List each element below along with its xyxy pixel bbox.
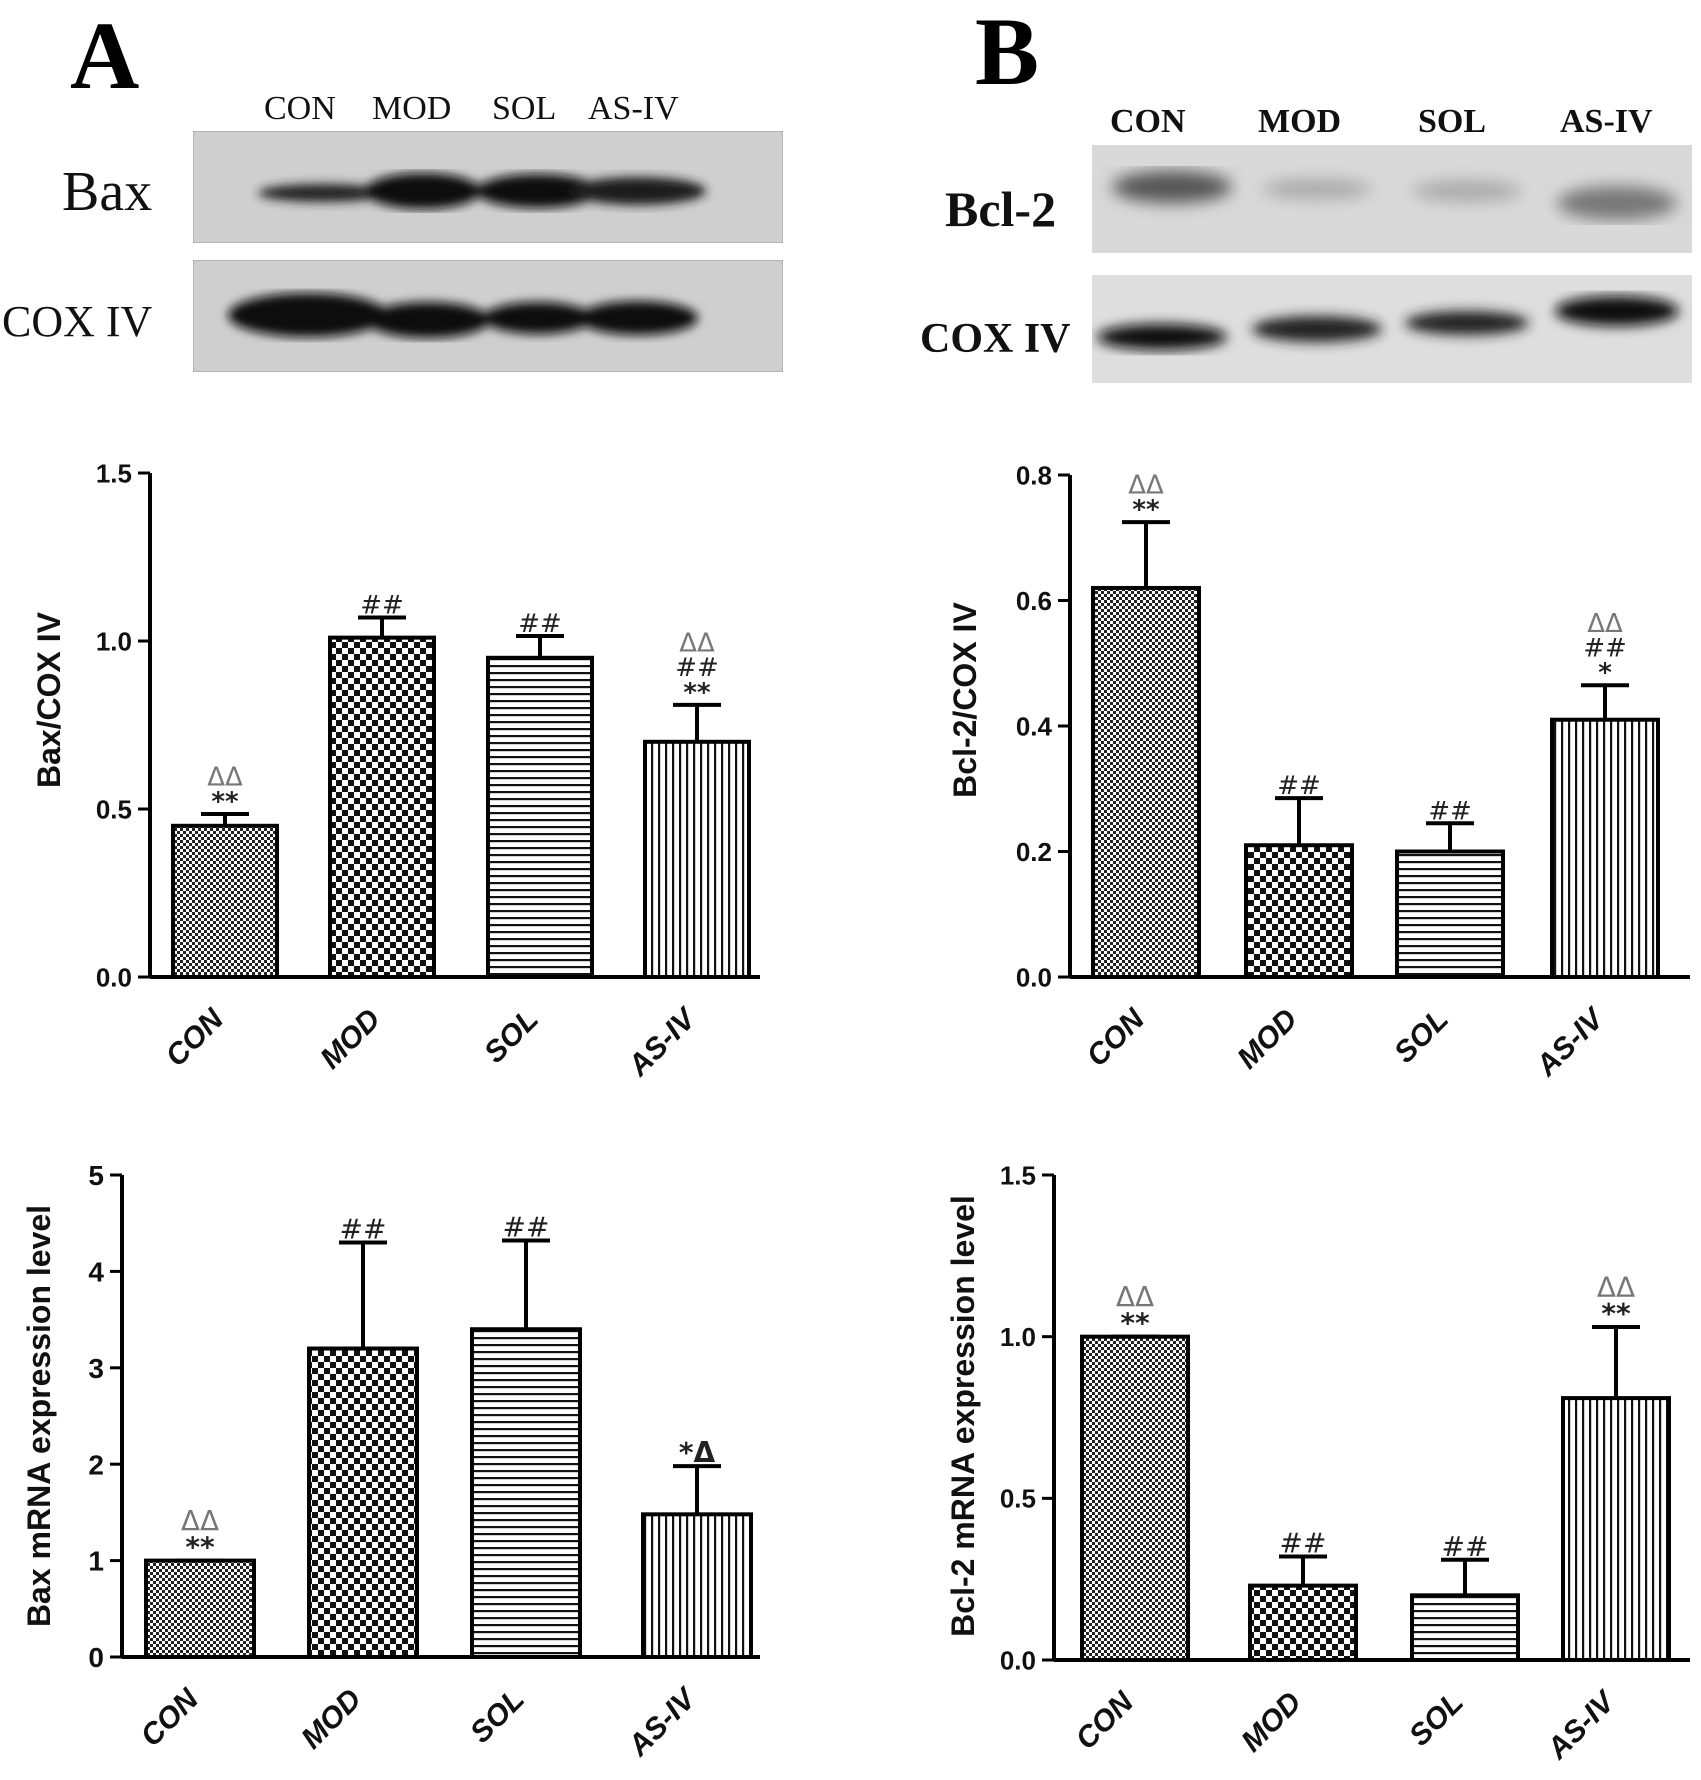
bar — [1244, 843, 1354, 979]
y-axis-title: Bax/COX IV — [31, 611, 67, 788]
significance-label: ΔΔ — [207, 762, 243, 792]
bar — [1410, 1593, 1520, 1663]
blot-a-lane-label: AS-IV — [588, 90, 679, 127]
significance-label: ΔΔ — [1587, 609, 1623, 639]
y-tick-label: 2 — [88, 1449, 104, 1480]
significance-label: ΔΔ — [1128, 470, 1164, 500]
significance-label: ## — [360, 590, 404, 620]
y-tick-label: 4 — [88, 1256, 104, 1287]
blot-b-band-strip-bcl2 — [1092, 145, 1692, 253]
bar — [470, 1327, 582, 1659]
significance-label: ## — [518, 609, 562, 639]
x-tick-label: CON — [1069, 1685, 1140, 1756]
bar — [144, 1558, 256, 1659]
bar — [307, 1346, 419, 1660]
blot-b-lane-label: MOD — [1258, 103, 1342, 140]
blot-a-band-strip-cox — [193, 260, 783, 372]
blot-b-row-label: COX IV — [920, 316, 1071, 362]
bar — [641, 1512, 753, 1659]
bar — [1091, 585, 1201, 979]
significance-label: ## — [1583, 634, 1627, 664]
significance-label: *Δ — [679, 1436, 716, 1469]
x-tick-label: SOL — [1403, 1686, 1470, 1753]
y-tick-label: 1 — [88, 1546, 104, 1577]
blot-b-row-label: Bcl-2 — [945, 181, 1057, 237]
bar — [486, 655, 594, 979]
blot-a-row-label: COX IV — [2, 297, 153, 346]
y-tick-label: 1.5 — [1000, 1160, 1036, 1190]
blot-a-band-strip-bax — [193, 131, 783, 243]
significance-label: ## — [675, 653, 719, 683]
blot-a-lane-label: CON — [264, 90, 336, 127]
y-tick-label: 0.8 — [1016, 460, 1052, 490]
significance-label: ## — [1442, 1530, 1489, 1563]
y-tick-label: 1.5 — [96, 458, 132, 488]
x-tick-label: MOD — [1235, 1686, 1308, 1759]
significance-label: ΔΔ — [679, 628, 715, 658]
blot-a-lane-label: SOL — [492, 90, 557, 127]
y-tick-label: 0 — [88, 1642, 104, 1673]
y-tick-label: 0.5 — [1000, 1484, 1036, 1514]
y-tick-label: 0.4 — [1016, 711, 1053, 741]
panel-letter-b: B — [975, 0, 1040, 105]
significance-label: ## — [340, 1212, 387, 1245]
bar — [328, 635, 436, 979]
significance-label: ΔΔ — [181, 1504, 219, 1537]
panel-letter-a: A — [70, 2, 140, 109]
y-tick-label: 0.0 — [96, 962, 132, 992]
blot-b-band-strip-cox — [1092, 275, 1692, 383]
bar — [1248, 1583, 1358, 1662]
blot-b-lane-label: AS-IV — [1560, 103, 1653, 140]
x-tick-label: AS-IV — [1540, 1684, 1623, 1767]
significance-label: ## — [1280, 1527, 1327, 1560]
blot-b-lane-label: CON — [1110, 103, 1186, 140]
y-tick-label: 1.0 — [1000, 1322, 1036, 1352]
significance-label: ## — [503, 1211, 550, 1244]
bar — [1550, 717, 1660, 979]
significance-label: ## — [1277, 771, 1321, 801]
blot-b-lane-label: SOL — [1418, 103, 1487, 140]
significance-label: * — [1598, 658, 1612, 688]
significance-label: ΔΔ — [1116, 1280, 1154, 1313]
y-tick-label: 3 — [88, 1353, 104, 1384]
bar — [643, 739, 751, 979]
bar — [1395, 849, 1505, 979]
significance-label: ** — [1120, 1307, 1150, 1340]
y-axis-title: Bax mRNA expression level — [21, 1205, 57, 1627]
y-tick-label: 0.0 — [1016, 962, 1052, 992]
significance-label: ## — [1428, 796, 1472, 826]
y-tick-label: 5 — [88, 1160, 104, 1191]
significance-label: ** — [1601, 1297, 1631, 1330]
y-tick-label: 0.2 — [1016, 837, 1052, 867]
bar — [1561, 1396, 1671, 1662]
blot-a-lane-label: MOD — [372, 90, 452, 127]
significance-label: ** — [185, 1531, 215, 1564]
y-tick-label: 0.0 — [1000, 1645, 1036, 1675]
significance-label: ** — [1132, 495, 1160, 525]
y-axis-title: Bcl-2/COX IV — [947, 602, 983, 798]
bar — [1080, 1334, 1190, 1662]
y-axis-title: Bcl-2 mRNA expression level — [945, 1195, 981, 1637]
y-tick-label: 1.0 — [96, 626, 132, 656]
significance-label: ** — [683, 678, 711, 708]
significance-label: ΔΔ — [1597, 1270, 1635, 1303]
y-tick-label: 0.5 — [96, 794, 132, 824]
y-tick-label: 0.6 — [1016, 586, 1052, 616]
blot-a-row-label: Bax — [62, 161, 153, 223]
significance-label: ** — [211, 787, 239, 817]
bar — [171, 823, 279, 979]
